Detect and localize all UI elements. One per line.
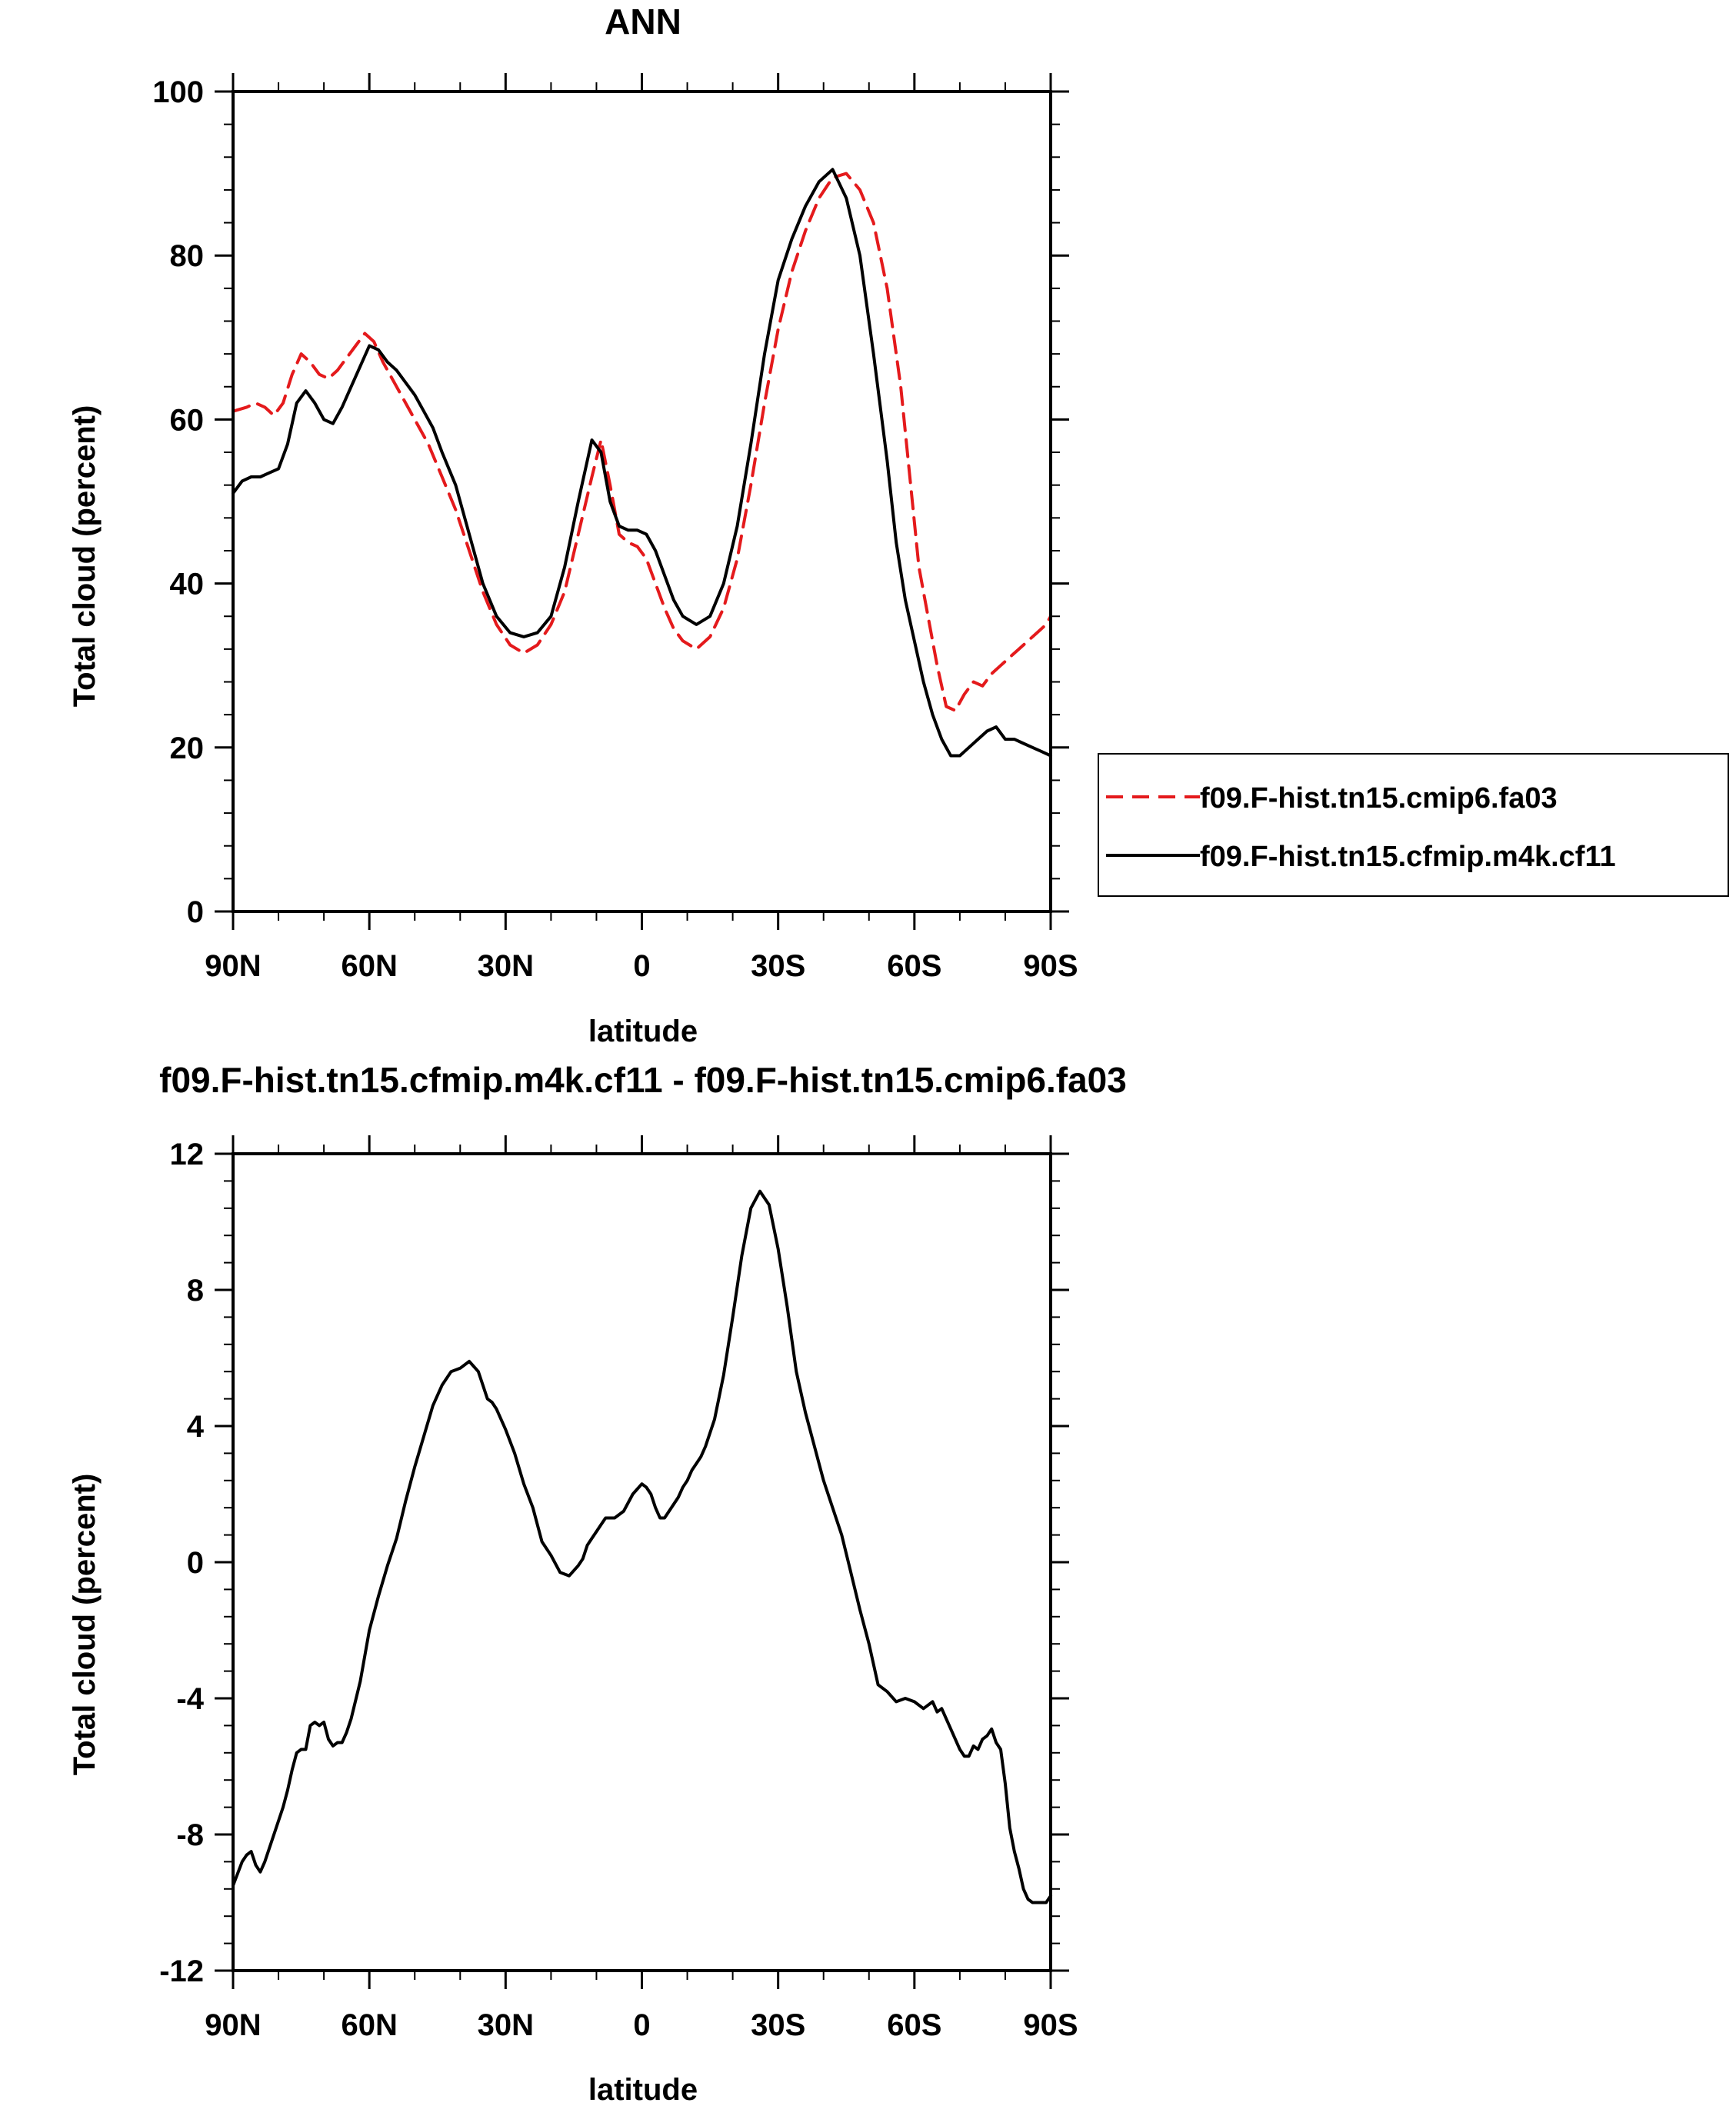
y-tick-label: 20 <box>170 731 205 765</box>
x-tick-label: 60S <box>887 949 941 983</box>
top-chart-title: ANN <box>605 2 681 42</box>
y-tick-label: -8 <box>176 1818 204 1852</box>
x-tick-label: 90S <box>1023 949 1078 983</box>
x-tick-label: 30S <box>751 949 805 983</box>
y-tick-label: -4 <box>176 1682 204 1716</box>
x-tick-label: 60N <box>341 2008 397 2042</box>
y-tick-label: 0 <box>187 895 204 929</box>
top-axis-ticks <box>215 73 1069 930</box>
x-tick-label: 30S <box>751 2008 805 2042</box>
bottom-y-axis-label: Total cloud (percent) <box>68 1474 102 1776</box>
y-tick-label: 8 <box>187 1274 204 1308</box>
x-tick-label: 90S <box>1023 2008 1078 2042</box>
bottom-tick-labels: 90N 60N 30N 0 30S 60S 90S -12 -8 -4 0 4 8 12 <box>159 1138 1078 2042</box>
bottom-chart-title: f09.F-hist.tn15.cfmip.m4k.cf11 - f09.F-h… <box>159 1060 1127 1100</box>
series-line-dashed-red <box>232 172 1052 712</box>
series-line-solid-black <box>232 1189 1052 1904</box>
bottom-x-axis-label: latitude <box>588 2073 698 2106</box>
y-tick-label: 40 <box>170 568 205 601</box>
x-tick-label: 0 <box>633 949 650 983</box>
series-line-solid-black <box>232 168 1052 758</box>
bottom-plot-frame <box>232 1152 1052 1972</box>
x-tick-label: 90N <box>205 949 261 983</box>
x-tick-label: 60S <box>887 2008 941 2042</box>
top-x-axis-label: latitude <box>588 1015 698 1048</box>
y-tick-label: 4 <box>187 1410 205 1444</box>
legend: f09.F-hist.tn15.cmip6.fa03 f09.F-hist.tn… <box>1098 753 1729 897</box>
top-panel: ANN Total cloud (percent) latitude 90N 60… <box>68 2 1729 1048</box>
x-tick-label: 30N <box>478 2008 534 2042</box>
bottom-series-lines <box>232 1189 1052 1904</box>
y-tick-label: 12 <box>170 1138 205 1171</box>
y-tick-label: 100 <box>152 75 204 109</box>
top-y-axis-label: Total cloud (percent) <box>68 405 102 708</box>
legend-entry-label: f09.F-hist.tn15.cmip6.fa03 <box>1200 782 1558 815</box>
bottom-panel: f09.F-hist.tn15.cfmip.m4k.cf11 - f09.F-h… <box>68 1060 1127 2106</box>
y-tick-label: 60 <box>170 403 205 437</box>
x-tick-label: 60N <box>341 949 397 983</box>
x-tick-label: 90N <box>205 2008 261 2042</box>
legend-box <box>1098 753 1729 897</box>
x-tick-label: 30N <box>478 949 534 983</box>
y-tick-label: 0 <box>187 1546 204 1580</box>
top-series-lines <box>232 168 1052 758</box>
top-tick-labels: 90N 60N 30N 0 30S 60S 90S 0 20 40 60 80 100 <box>152 75 1078 983</box>
legend-entry-label: f09.F-hist.tn15.cfmip.m4k.cf11 <box>1200 841 1616 873</box>
x-tick-label: 0 <box>633 2008 650 2042</box>
top-plot-frame <box>232 90 1052 913</box>
y-tick-label: -12 <box>159 1954 204 1988</box>
y-tick-label: 80 <box>170 239 205 273</box>
